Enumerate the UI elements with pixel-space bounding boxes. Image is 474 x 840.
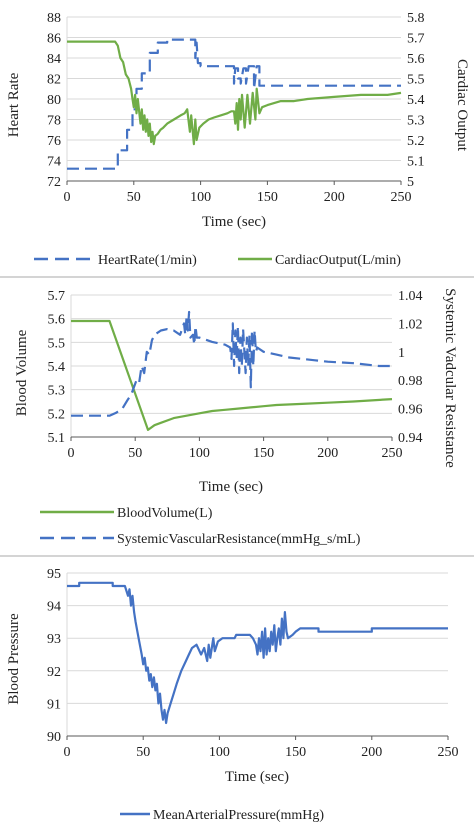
y-right-tick-label: 5.1 <box>407 155 425 170</box>
y-left-tick-label: 93 <box>47 632 61 647</box>
y-right-tick-label: 5.3 <box>407 114 425 129</box>
y-right-tick-label: 1.04 <box>398 289 423 304</box>
legend: MeanArterialPressure(mmHg) <box>120 808 324 823</box>
y-left-tick-label: 5.2 <box>48 407 66 422</box>
y-axis-label-left: Heart Rate <box>6 72 22 137</box>
y-left-tick-label: 5.7 <box>48 289 66 304</box>
y-left-tick-label: 72 <box>47 175 61 190</box>
y-left-tick-label: 5.6 <box>48 313 66 328</box>
y-axis-label-left: Blood Volume <box>14 329 30 416</box>
y-left-tick-label: 94 <box>47 600 61 615</box>
x-tick-label: 200 <box>324 190 345 205</box>
legend: BloodVolume(L) SystemicVascularResistanc… <box>40 506 361 547</box>
y-axis-label-right: Systemic Vadcular Resistance <box>442 288 458 468</box>
legend-label-blood-volume: BloodVolume(L) <box>117 506 213 521</box>
y-left-tick-label: 90 <box>47 730 61 745</box>
y-left-tick-label: 80 <box>47 93 61 108</box>
series-line-cardiacoutput-l-min <box>67 40 402 146</box>
y-right-tick-label: 1 <box>398 346 405 361</box>
chart-blood-volume-svr: 0 50 100 150 200 250 5.1 5.2 5.3 5.4 5.5 5.6 5.7 0.… <box>14 288 458 547</box>
y-right-tick-label: 5.2 <box>407 134 425 149</box>
legend-label-heart-rate: HeartRate(1/min) <box>98 253 197 268</box>
y-right-tick-label: 0.94 <box>398 431 423 446</box>
y-left-tick-label: 82 <box>47 73 61 88</box>
y-right-tick-label: 5.8 <box>407 11 425 26</box>
y-right-tick-label: 5.5 <box>407 73 425 88</box>
x-tick-label: 250 <box>391 190 412 205</box>
y-left-tick-label: 92 <box>47 665 61 680</box>
panel-mean-arterial-pressure: 0 50 100 150 200 250 90 91 92 93 94 95 Time (sec) … <box>0 559 474 835</box>
x-tick-label: 200 <box>361 745 382 760</box>
legend-label-cardiac-output: CardiacOutput(L/min) <box>275 253 401 268</box>
legend-label-map: MeanArterialPressure(mmHg) <box>153 808 324 823</box>
panel-heart-rate-cardiac-output: 0 50 100 150 200 250 72 74 76 78 80 82 84 86 88 5 5.1 5… <box>0 0 474 272</box>
y-left-tick-label: 5.4 <box>48 360 66 375</box>
x-tick-label: 250 <box>382 446 403 461</box>
y-left-tick-label: 78 <box>47 114 61 129</box>
x-tick-label: 250 <box>438 745 459 760</box>
y-left-tick-label: 91 <box>47 697 61 712</box>
x-tick-label: 50 <box>128 446 142 461</box>
series-line-heartrate-1-min <box>67 38 401 170</box>
x-tick-label: 150 <box>285 745 306 760</box>
panel-blood-volume-svr: 0 50 100 150 200 250 5.1 5.2 5.3 5.4 5.5 5.6 5.7 0.… <box>0 280 474 553</box>
x-tick-label: 0 <box>64 745 71 760</box>
y-left-tick-label: 88 <box>47 11 61 26</box>
x-tick-label: 100 <box>190 190 211 205</box>
y-axis-label-left: Blood Pressure <box>6 613 22 705</box>
y-right-tick-label: 5.4 <box>407 93 425 108</box>
x-tick-label: 150 <box>257 190 278 205</box>
y-left-tick-label: 86 <box>47 32 61 47</box>
chart-heart-rate-cardiac-output: 0 50 100 150 200 250 72 74 76 78 80 82 84 86 88 5 5.1 5… <box>6 11 470 268</box>
x-axis-label: Time (sec) <box>202 214 266 230</box>
x-axis-label: Time (sec) <box>225 769 289 785</box>
x-tick-label: 100 <box>209 745 230 760</box>
y-right-tick-label: 1.02 <box>398 317 423 332</box>
y-right-tick-label: 0.96 <box>398 403 423 418</box>
series-line-systemicvascularresistance-mmhg-s-ml <box>71 310 392 417</box>
y-left-tick-label: 84 <box>47 52 61 67</box>
x-tick-label: 0 <box>68 446 75 461</box>
y-left-tick-label: 74 <box>47 155 61 170</box>
panel-separator-1 <box>0 276 474 278</box>
panel-separator-2 <box>0 555 474 557</box>
y-left-tick-label: 95 <box>47 567 61 582</box>
y-left-tick-label: 5.5 <box>48 336 66 351</box>
y-right-tick-label: 5 <box>407 175 414 190</box>
x-tick-label: 150 <box>253 446 274 461</box>
y-left-tick-label: 5.1 <box>48 431 66 446</box>
y-right-tick-label: 5.7 <box>407 32 425 47</box>
x-tick-label: 0 <box>64 190 71 205</box>
x-tick-label: 200 <box>317 446 338 461</box>
legend-label-svr: SystemicVascularResistance(mmHg_s/mL) <box>117 532 361 547</box>
y-right-tick-label: 0.98 <box>398 374 423 389</box>
x-tick-label: 50 <box>136 745 150 760</box>
x-axis-label: Time (sec) <box>199 479 263 495</box>
legend: HeartRate(1/min) CardiacOutput(L/min) <box>34 253 401 268</box>
y-left-tick-label: 76 <box>47 134 61 149</box>
series-line-meanarterialpressure-mmhg <box>67 581 448 725</box>
series-line-bloodvolume-l <box>71 319 393 431</box>
x-tick-label: 50 <box>127 190 141 205</box>
x-tick-label: 100 <box>189 446 210 461</box>
y-left-tick-label: 5.3 <box>48 384 66 399</box>
y-right-tick-label: 5.6 <box>407 52 425 67</box>
y-axis-label-right: Cardiac Output <box>454 59 470 152</box>
